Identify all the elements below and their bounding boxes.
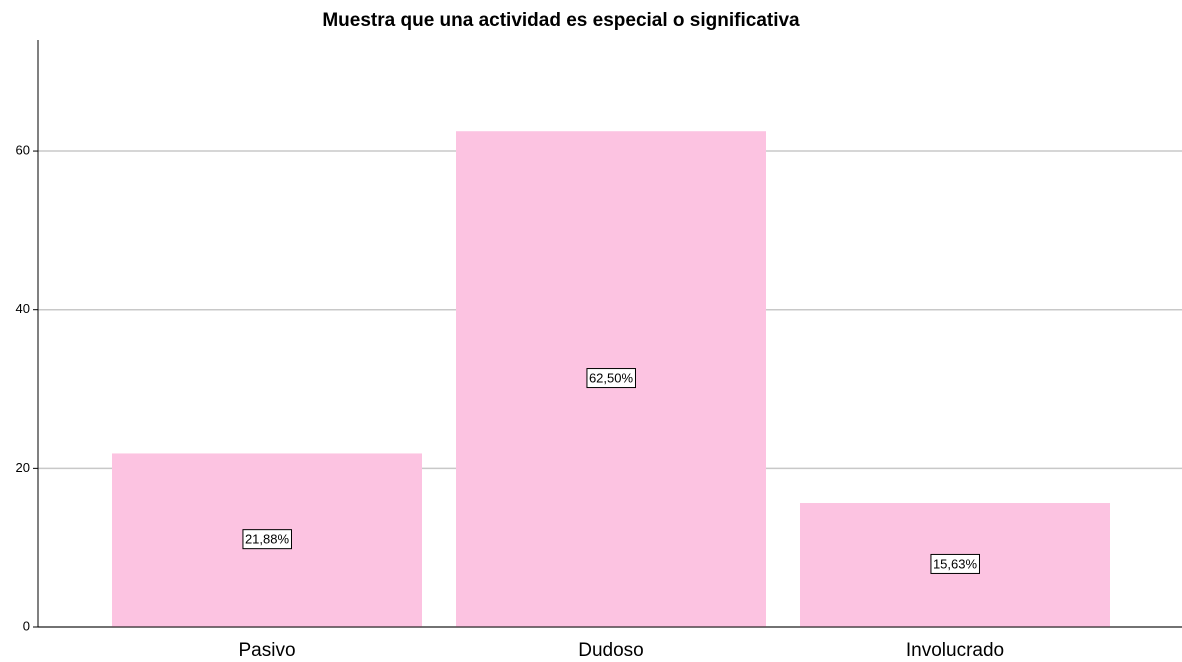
chart-title: Muestra que una actividad es especial o … bbox=[322, 10, 800, 31]
x-tick-label: Involucrado bbox=[906, 640, 1004, 661]
value-label-box bbox=[242, 529, 292, 550]
y-tick-label: 20 bbox=[16, 460, 30, 475]
x-tick-label: Dudoso bbox=[578, 640, 644, 661]
value-label: 21,88% bbox=[245, 532, 290, 547]
value-label: 15,63% bbox=[933, 556, 978, 571]
x-tick-label: Pasivo bbox=[238, 640, 295, 661]
value-label: 62,50% bbox=[589, 371, 634, 386]
y-tick-label: 60 bbox=[16, 142, 30, 157]
y-tick-label: 0 bbox=[23, 618, 30, 633]
value-label-box bbox=[586, 368, 636, 389]
value-label-box bbox=[930, 553, 980, 574]
y-tick-label: 40 bbox=[16, 301, 30, 316]
